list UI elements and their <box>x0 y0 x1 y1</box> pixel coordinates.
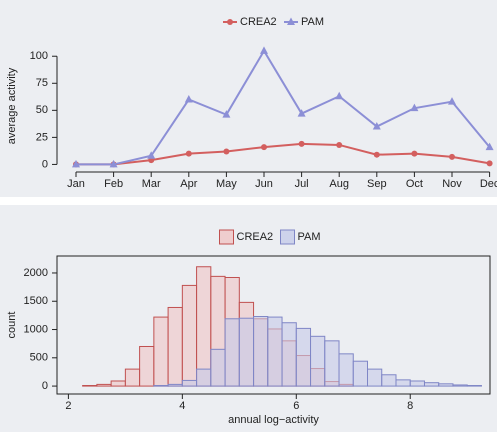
point <box>147 151 156 159</box>
point <box>372 122 381 130</box>
hist-bar <box>324 340 340 387</box>
point <box>184 95 193 103</box>
y-tick-label: 25 <box>36 131 48 143</box>
point <box>373 151 380 158</box>
hist-bar <box>110 380 126 387</box>
x-tick-label: 4 <box>179 400 185 412</box>
hist-bar <box>267 316 283 387</box>
hist-bar <box>367 368 383 387</box>
hist-bar <box>452 384 468 387</box>
hist-bar <box>295 327 312 387</box>
legend-swatch <box>219 229 234 245</box>
hist-bar <box>409 380 425 387</box>
hist-bar <box>423 382 440 387</box>
hist-bar <box>124 368 141 387</box>
x-tick-label: Jul <box>295 178 309 190</box>
hist-bar <box>338 353 354 387</box>
point <box>260 46 268 54</box>
hist-bar <box>281 322 297 387</box>
legend-swatch <box>280 229 295 245</box>
hist-bar <box>224 318 240 387</box>
hist-bar <box>153 385 169 387</box>
y-tick-label: 50 <box>36 104 48 116</box>
hist-bar <box>167 383 183 387</box>
point <box>486 160 493 167</box>
hist-bar <box>82 385 98 387</box>
hist-bar <box>352 360 369 387</box>
y-axis-label: count <box>6 312 18 339</box>
x-tick-label: Jan <box>67 178 85 190</box>
point <box>185 150 192 157</box>
x-tick-label: Dec <box>480 178 497 190</box>
point <box>410 103 419 112</box>
point <box>448 97 456 105</box>
hist-bar <box>181 284 198 387</box>
panel <box>0 0 497 197</box>
point <box>335 91 344 100</box>
hist-bar <box>395 379 411 387</box>
x-tick-label: Feb <box>104 178 123 190</box>
point <box>449 153 455 160</box>
y-axis-label: average activity <box>6 67 18 144</box>
hist-bar <box>466 385 482 387</box>
hist-bar <box>196 266 212 387</box>
hist-bar <box>181 379 198 387</box>
x-tick-label: May <box>216 178 237 190</box>
x-tick-label: Aug <box>329 178 349 190</box>
hist-bar <box>210 348 226 387</box>
series-line <box>76 48 491 166</box>
hist-bar <box>196 368 212 387</box>
y-tick-label: 0 <box>42 158 48 170</box>
point <box>223 148 230 155</box>
hist-bar <box>153 316 169 387</box>
hist-bar <box>238 317 255 387</box>
x-tick-label: 2 <box>65 400 71 412</box>
point <box>109 159 118 168</box>
x-tick-label: Sep <box>367 178 387 190</box>
y-tick-label: 500 <box>30 352 48 364</box>
point <box>411 150 418 157</box>
hist-bar <box>438 383 454 387</box>
legend-label: PAM <box>298 231 321 243</box>
hist-bar <box>253 316 269 387</box>
y-tick-label: 1000 <box>24 323 48 335</box>
legend-label: CREA2 <box>237 231 274 243</box>
hist-bar <box>167 306 183 387</box>
y-tick-label: 75 <box>36 77 48 89</box>
x-tick-label: Mar <box>142 178 161 190</box>
y-tick-label: 0 <box>42 380 48 392</box>
hist-bar <box>310 335 326 387</box>
point <box>336 141 343 148</box>
x-tick-label: 6 <box>293 400 299 412</box>
x-tick-label: Apr <box>180 178 197 190</box>
x-tick-label: Jun <box>255 178 273 190</box>
point <box>222 110 231 118</box>
point <box>485 142 494 151</box>
y-tick-label: 2000 <box>24 267 48 279</box>
legend-marker <box>227 19 233 25</box>
point <box>72 159 80 168</box>
series-line <box>76 142 490 166</box>
x-axis-label: annual log−activity <box>228 414 319 426</box>
y-tick-label: 100 <box>30 50 48 62</box>
point <box>298 140 305 147</box>
y-tick-label: 1500 <box>24 295 48 307</box>
x-tick-label: Oct <box>406 178 423 190</box>
x-tick-label: Nov <box>442 178 462 190</box>
hist-bar <box>96 383 112 387</box>
legend-marker <box>287 17 295 25</box>
point <box>261 144 267 151</box>
hist-bar <box>139 345 155 387</box>
legend-label: PAM <box>301 16 324 28</box>
legend-label: CREA2 <box>240 16 277 28</box>
point <box>297 109 306 117</box>
hist-bar <box>381 374 397 387</box>
x-tick-label: 8 <box>407 400 413 412</box>
